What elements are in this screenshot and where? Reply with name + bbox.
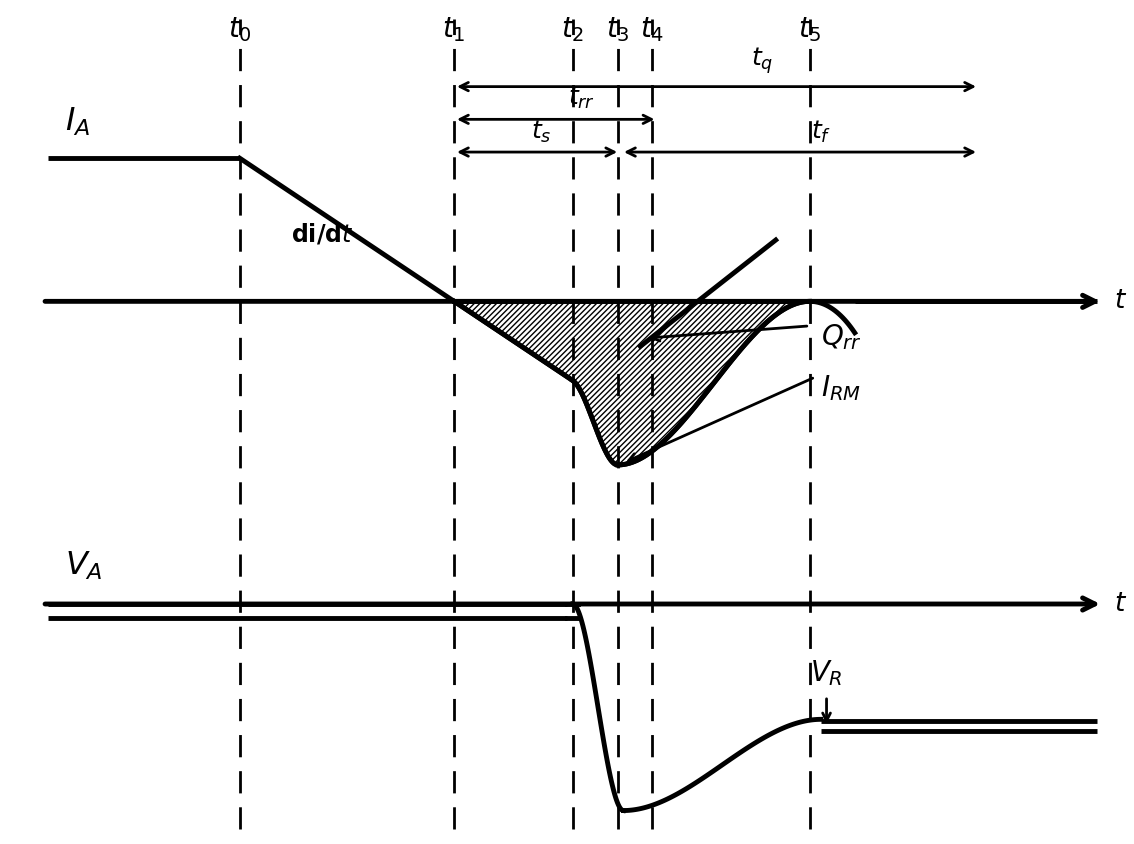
Text: $t_5$: $t_5$ [798,15,821,44]
Text: $t_1$: $t_1$ [442,15,466,44]
Text: $I_A$: $I_A$ [65,106,90,138]
Text: $t$: $t$ [1115,289,1127,314]
Text: $t_3$: $t_3$ [606,15,629,44]
Polygon shape [454,301,810,465]
Text: $t_s$: $t_s$ [532,118,552,144]
Text: $Q_{rr}$: $Q_{rr}$ [821,322,862,352]
Text: $t_2$: $t_2$ [561,15,584,44]
Text: $I_{RM}$: $I_{RM}$ [821,373,861,403]
Text: $t_q$: $t_q$ [751,46,772,77]
Text: di/d$t$: di/d$t$ [290,221,353,246]
Text: $V_A$: $V_A$ [65,549,102,582]
Text: $t_{rr}$: $t_{rr}$ [567,85,594,111]
Text: $t_4$: $t_4$ [640,15,663,44]
Text: $t_0$: $t_0$ [228,15,252,44]
Text: $V_R$: $V_R$ [810,658,843,688]
Text: $t$: $t$ [1115,591,1127,617]
Text: $t_f$: $t_f$ [811,118,831,144]
